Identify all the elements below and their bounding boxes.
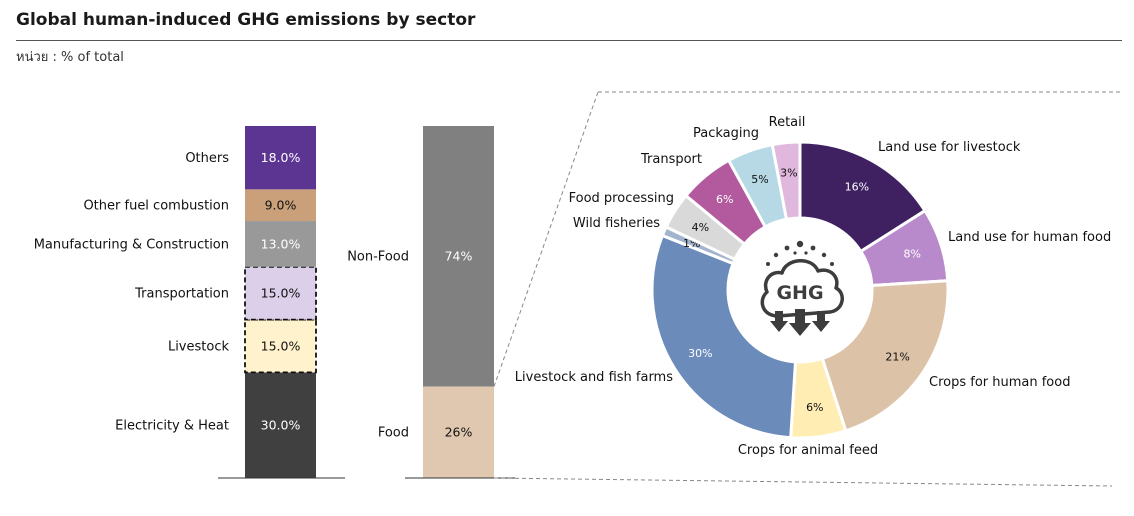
chart-title: Global human-induced GHG emissions by se… [16,10,476,30]
donut-slice-retail [770,140,802,222]
arrow-down-icon [770,311,788,332]
category-label: Electricity & Heat [115,419,229,434]
data-label: 15.0% [261,286,301,301]
category-label: Other fuel combustion [83,199,229,214]
sector-stacked-bar: 30.0% Electricity & Heat 15.0% Livestock 15.… [34,126,345,479]
gas-dot [784,245,790,251]
slice-name-label: Transport [640,152,702,167]
bar-segment-non-food [423,126,494,387]
ghg-cloud-icon: GHG [760,240,844,336]
slice-name-label: Livestock and fish farms [515,370,673,385]
bar-segment-others [245,126,316,190]
gas-dot [810,245,816,251]
data-label: 6% [806,401,823,414]
data-label: 6% [716,193,733,206]
data-label: 16% [845,181,869,194]
gas-dot [766,262,770,266]
breakdown-connectors [493,91,1122,487]
category-label: Livestock [168,340,230,355]
food-emissions-donut: 16% Land use for livestock 8% Land use for … [515,115,1111,458]
data-label: 74% [445,249,473,264]
data-label: 9.0% [265,198,297,213]
data-label: 15.0% [261,339,301,354]
slice-name-label: Crops for animal feed [738,443,878,458]
donut-slice-crops-for-human-food [820,279,950,433]
arrow-down-icon [789,309,811,336]
connector-line-bottom [493,477,1113,487]
bar-segment-other-fuel-combustion [245,189,316,222]
bar-segment-livestock [244,318,317,374]
ghg-label: GHG [776,282,823,304]
bar-segment-food [423,386,494,478]
bar-segment-electricity-and-heat [245,372,316,478]
data-label: 26% [445,425,473,440]
gas-dot [821,252,827,258]
data-label: 30% [688,347,712,360]
food-share-stacked-bar: 26% Food 74% Non-Food [347,126,515,479]
category-label: Non-Food [347,250,409,265]
donut-hole [729,219,871,361]
gas-dot [793,251,797,255]
slice-name-label: Wild fisheries [573,216,660,231]
title-divider [16,40,1122,41]
cloud-shape [760,259,844,318]
data-label: 8% [903,248,920,261]
data-label: 5% [751,173,768,186]
gas-dot [796,240,804,248]
data-label: 4% [692,221,709,234]
slice-name-label: Retail [769,115,806,130]
data-label: 3% [780,167,797,180]
gas-dot [773,252,779,258]
category-label: Food [378,426,409,441]
category-label: Manufacturing & Construction [34,237,229,252]
slice-name-label: Crops for human food [929,375,1070,390]
arrow-down-icon [812,311,830,332]
data-label: 30.0% [261,418,301,433]
category-label: Transportation [134,287,229,302]
slice-name-label: Food processing [569,191,674,206]
category-label: Others [185,151,229,166]
gas-dot [804,251,808,255]
data-label: 13.0% [261,236,301,251]
connector-line-top [493,91,599,387]
gas-dot [830,262,834,266]
slice-name-label: Packaging [693,126,759,141]
data-label: 18.0% [261,150,301,165]
bar-segment-manufacturing-and-construction [245,221,316,267]
slice-name-label: Land use for livestock [878,140,1021,155]
unit-label: หน่วย : % of total [16,50,124,65]
slice-name-label: Land use for human food [948,230,1111,245]
data-label: 21% [885,350,909,363]
donut-slice-livestock-and-fish-farms [650,233,798,440]
